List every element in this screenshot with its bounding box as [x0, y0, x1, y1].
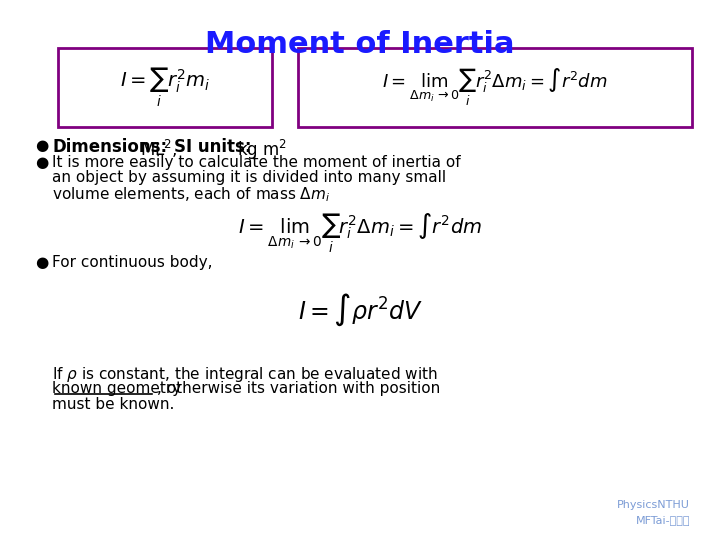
Text: If $\rho$ is constant, the integral can be evaluated with: If $\rho$ is constant, the integral can … [52, 365, 438, 384]
Text: $I = \int \rho r^2 dV$: $I = \int \rho r^2 dV$ [297, 292, 423, 328]
FancyBboxPatch shape [298, 48, 692, 127]
Text: volume elements, each of mass $\Delta m_i$: volume elements, each of mass $\Delta m_… [52, 185, 330, 204]
Text: $I = \sum_i r_i^2 m_i$: $I = \sum_i r_i^2 m_i$ [120, 66, 210, 109]
FancyBboxPatch shape [58, 48, 272, 127]
Text: Moment of Inertia: Moment of Inertia [205, 30, 515, 59]
Text: must be known.: must be known. [52, 397, 174, 412]
Text: $I = \lim_{\Delta m_i \to 0} \sum_i r_i^2 \Delta m_i = \int r^2 dm$: $I = \lim_{\Delta m_i \to 0} \sum_i r_i^… [238, 212, 482, 255]
Text: SI units:: SI units: [174, 138, 251, 156]
Text: For continuous body,: For continuous body, [52, 255, 212, 270]
Text: an object by assuming it is divided into many small: an object by assuming it is divided into… [52, 170, 446, 185]
Text: PhysicsNTHU: PhysicsNTHU [617, 500, 690, 510]
Text: It is more easily to calculate the moment of inertia of: It is more easily to calculate the momen… [52, 155, 461, 170]
Text: ●: ● [35, 138, 48, 153]
Text: known geometry: known geometry [52, 381, 181, 396]
Text: ●: ● [35, 155, 48, 170]
Text: MFTai-戴明鴳: MFTai-戴明鴳 [636, 515, 690, 525]
Text: kg m$^2$: kg m$^2$ [237, 138, 287, 162]
Text: ●: ● [35, 255, 48, 270]
Text: ML$^2$,: ML$^2$, [140, 138, 177, 160]
Text: , otherwise its variation with position: , otherwise its variation with position [157, 381, 440, 396]
Text: $I = \lim_{\Delta m_i \to 0} \sum_i r_i^2 \Delta m_i = \int r^2 dm$: $I = \lim_{\Delta m_i \to 0} \sum_i r_i^… [382, 67, 608, 108]
Text: Dimensions:: Dimensions: [52, 138, 167, 156]
